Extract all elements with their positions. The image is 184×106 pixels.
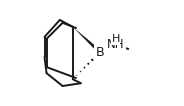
Text: H: H (112, 34, 120, 44)
Polygon shape (73, 27, 101, 54)
Text: NH: NH (107, 38, 124, 51)
Text: B: B (96, 46, 104, 59)
